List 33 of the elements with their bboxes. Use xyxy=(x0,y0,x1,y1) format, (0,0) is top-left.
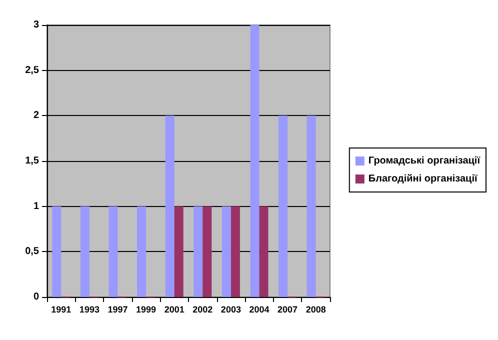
bar xyxy=(250,25,260,297)
y-tick-label: 2 xyxy=(33,110,40,122)
x-tick-label: 2003 xyxy=(220,304,241,314)
bar xyxy=(80,206,90,297)
x-tick-label: 2002 xyxy=(192,304,213,314)
bar xyxy=(194,206,203,297)
bar xyxy=(202,206,212,297)
x-tick-label: 2004 xyxy=(249,304,270,314)
y-tick-label: 0,5 xyxy=(25,246,40,258)
bar xyxy=(174,206,184,297)
x-tick-label: 1993 xyxy=(79,304,100,314)
x-tick-label: 1997 xyxy=(108,304,128,314)
x-tick-label: 1999 xyxy=(136,304,156,314)
bar xyxy=(306,116,316,297)
y-tick-label: 2,5 xyxy=(25,64,40,76)
legend-label: Громадські організації xyxy=(368,156,480,166)
bar xyxy=(222,206,231,297)
y-tick-label: 1 xyxy=(33,200,40,212)
bar xyxy=(52,206,62,297)
y-tick-label: 0 xyxy=(33,292,40,302)
bar xyxy=(108,206,118,297)
legend-label: Благодійні організації xyxy=(368,174,478,184)
bar xyxy=(137,206,146,297)
bar xyxy=(230,206,240,297)
bar xyxy=(278,116,288,297)
y-tick-label: 1,5 xyxy=(25,156,40,166)
x-tick-label: 2001 xyxy=(164,304,184,314)
bar xyxy=(165,116,174,297)
bar xyxy=(259,206,268,297)
x-tick-label: 1991 xyxy=(51,304,72,314)
y-tick-label: 3 xyxy=(33,20,40,30)
x-tick-label: 2008 xyxy=(306,304,326,314)
x-tick-label: 2007 xyxy=(278,304,298,314)
